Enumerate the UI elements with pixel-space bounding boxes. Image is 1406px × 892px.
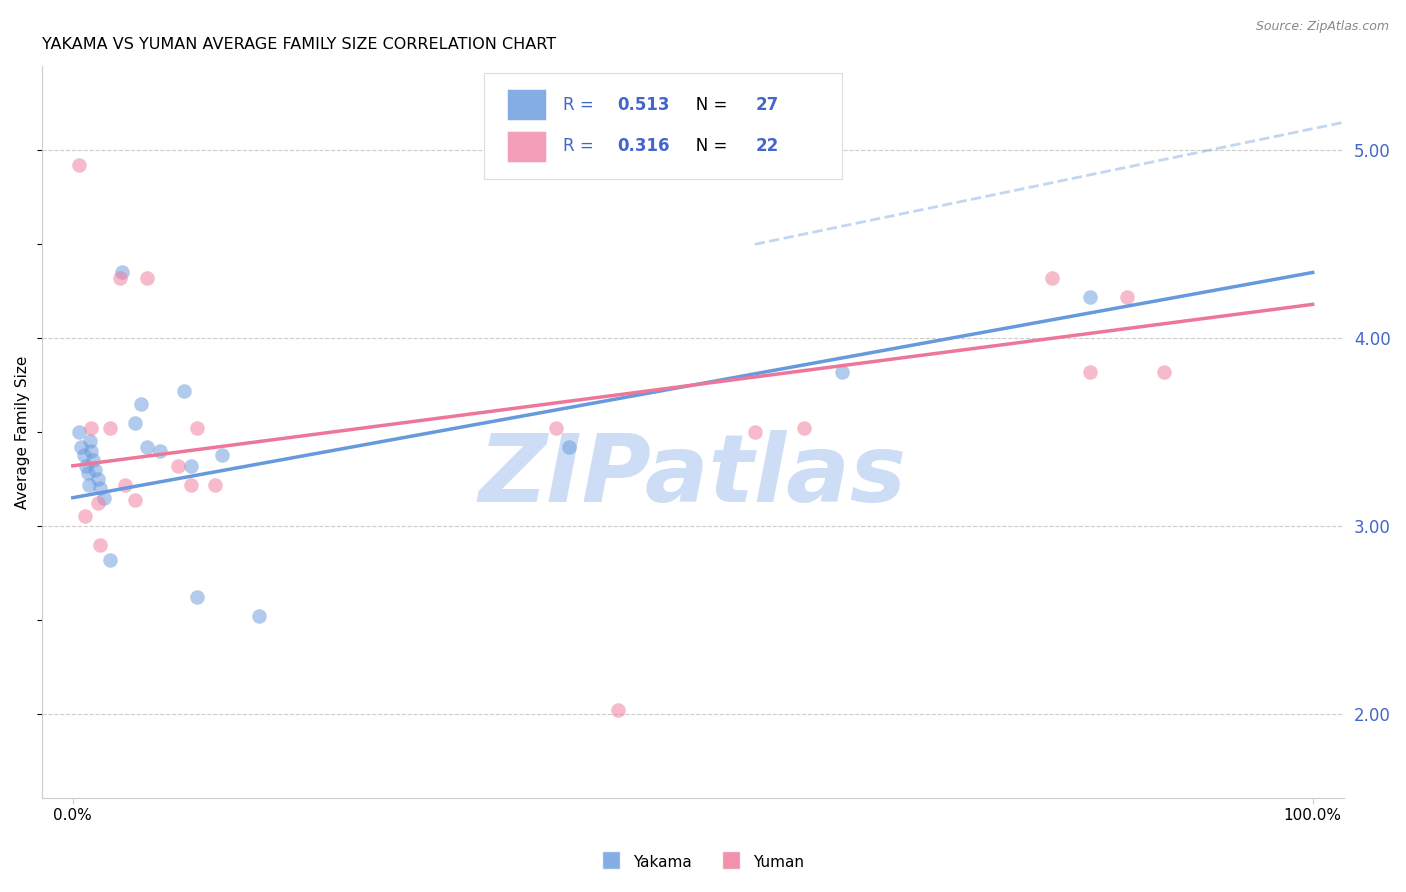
Point: [89, 481, 111, 495]
Point: [831, 365, 853, 379]
Point: [75, 509, 97, 524]
Point: [186, 591, 208, 605]
Point: [124, 492, 146, 507]
Point: [149, 443, 172, 458]
Point: [124, 416, 146, 430]
Point: [111, 265, 134, 279]
Point: [82, 453, 104, 467]
Point: [129, 397, 152, 411]
Point: [114, 477, 136, 491]
Text: N =: N =: [679, 95, 733, 114]
Point: [86, 472, 108, 486]
Point: [247, 609, 270, 624]
Point: [89, 538, 111, 552]
Text: 27: 27: [755, 95, 779, 114]
Point: [80, 421, 103, 435]
Point: [167, 458, 190, 473]
Point: [136, 440, 159, 454]
Point: [70, 440, 93, 454]
Point: [173, 384, 195, 398]
Point: [93, 491, 115, 505]
Point: [211, 448, 233, 462]
Text: R =: R =: [562, 137, 599, 155]
Point: [1115, 290, 1137, 304]
Point: [744, 425, 766, 439]
Text: N =: N =: [679, 137, 733, 155]
Point: [73, 448, 96, 462]
Point: [558, 440, 581, 454]
Point: [108, 271, 131, 285]
Point: [136, 271, 159, 285]
Text: 0.513: 0.513: [617, 95, 669, 114]
Text: Source: ZipAtlas.com: Source: ZipAtlas.com: [1256, 20, 1389, 33]
Text: 0.316: 0.316: [617, 137, 669, 155]
Point: [75, 458, 97, 473]
Point: [546, 421, 568, 435]
Point: [180, 477, 202, 491]
Point: [98, 421, 121, 435]
Text: ZIPatlas: ZIPatlas: [478, 430, 907, 522]
Legend: Yakama, Yuman: Yakama, Yuman: [595, 846, 811, 877]
Point: [1078, 290, 1101, 304]
Point: [1078, 365, 1101, 379]
Point: [67, 425, 90, 439]
Bar: [506, 89, 546, 120]
Point: [180, 458, 202, 473]
Point: [186, 421, 208, 435]
Point: [204, 477, 226, 491]
Point: [86, 496, 108, 510]
Text: R =: R =: [562, 95, 599, 114]
Point: [84, 462, 107, 476]
FancyBboxPatch shape: [485, 73, 842, 179]
Y-axis label: Average Family Size: Average Family Size: [15, 355, 30, 508]
Point: [67, 158, 90, 172]
Point: [1153, 365, 1175, 379]
Point: [76, 467, 98, 481]
Point: [1040, 271, 1063, 285]
Text: 22: 22: [755, 137, 779, 155]
Bar: [506, 131, 546, 161]
Point: [607, 703, 630, 717]
Point: [77, 477, 100, 491]
Point: [80, 443, 103, 458]
Point: [98, 552, 121, 566]
Point: [793, 421, 815, 435]
Point: [79, 434, 101, 449]
Text: YAKAMA VS YUMAN AVERAGE FAMILY SIZE CORRELATION CHART: YAKAMA VS YUMAN AVERAGE FAMILY SIZE CORR…: [42, 37, 555, 53]
